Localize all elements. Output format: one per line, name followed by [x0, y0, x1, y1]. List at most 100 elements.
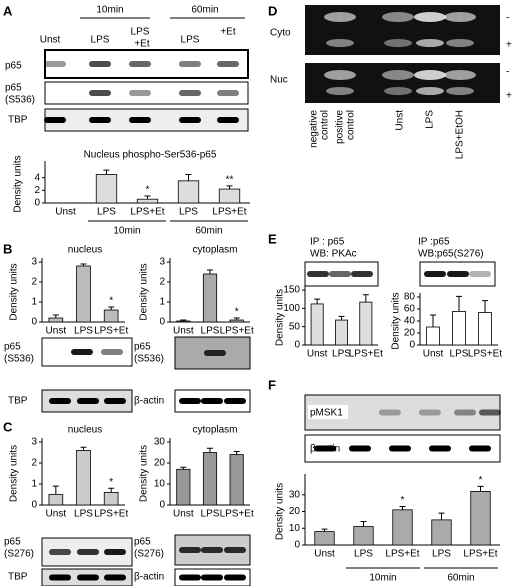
blot-note: IP :p65 — [418, 237, 450, 248]
chart-title: cytoplasm — [192, 245, 237, 256]
x-tick-label: LPS — [332, 349, 351, 360]
error-bar — [233, 317, 240, 320]
y-tick-label: 3 — [31, 257, 37, 268]
bar — [426, 326, 440, 346]
bar — [335, 319, 348, 346]
lane-label: control — [320, 110, 331, 140]
y-axis-label: Density units — [275, 483, 286, 540]
x-tick-label: LPS — [201, 509, 220, 520]
band — [419, 409, 441, 416]
chart-title: nucleus — [68, 245, 102, 256]
bar — [103, 309, 119, 323]
blot-label: (S276) — [134, 549, 164, 560]
band — [179, 574, 201, 581]
blot-label: p65 — [134, 342, 151, 353]
blot-label: (S276) — [4, 549, 34, 560]
y-tick-label: 0 — [31, 317, 37, 328]
y-tick-label: 10 — [154, 479, 166, 490]
label-bg — [308, 405, 348, 419]
x-tick-label: LPS+Et — [349, 349, 383, 360]
bar — [176, 468, 191, 506]
band — [389, 445, 411, 452]
blot — [44, 81, 249, 105]
blot-label: p65 — [5, 83, 22, 94]
band — [329, 271, 351, 277]
band — [379, 409, 401, 416]
band — [349, 445, 371, 452]
sign: - — [506, 13, 509, 24]
x-tick-label: LPS — [74, 509, 93, 520]
band — [204, 350, 226, 356]
x-tick-label: LPS+Et — [212, 207, 246, 218]
y-tick-label: 10 — [289, 523, 301, 534]
band — [314, 445, 336, 452]
panel-letter: A — [3, 3, 13, 18]
bar — [478, 312, 492, 346]
gel-band — [324, 12, 356, 22]
significance: * — [235, 307, 239, 318]
x-tick-label: LPS+Et — [385, 549, 419, 560]
time-label: 60min — [191, 5, 218, 16]
x-tick-label: LPS+Et — [94, 326, 128, 337]
y-tick-label: 3 — [31, 437, 37, 448]
bar — [202, 273, 218, 323]
band — [44, 117, 66, 123]
blot-label: TBP — [8, 572, 28, 583]
band — [179, 90, 201, 96]
error-bar — [144, 195, 151, 200]
band — [469, 271, 491, 277]
row-label: Nuc — [270, 75, 288, 86]
chart-title: Nucleus phospho-Ser536-p65 — [84, 150, 217, 161]
blot-label: TBP — [8, 115, 28, 126]
x-tick-label: Unst — [173, 509, 194, 520]
band — [101, 349, 123, 355]
significance: * — [109, 477, 113, 488]
y-tick-label: 2 — [31, 277, 37, 288]
band — [201, 574, 223, 581]
bar — [353, 526, 374, 546]
bar — [452, 310, 466, 346]
row-label: Cyto — [270, 28, 291, 39]
band — [224, 398, 246, 404]
error-bar — [482, 300, 488, 313]
gel-band — [444, 70, 476, 80]
y-tick-label: 1 — [159, 297, 165, 308]
lane-label: Unst — [395, 110, 406, 131]
band — [89, 61, 111, 67]
panel-letter: B — [3, 241, 12, 256]
x-tick-label: LPS+Et — [220, 509, 254, 520]
band — [89, 117, 111, 123]
x-tick-label: LPS+Et — [463, 549, 497, 560]
band — [424, 271, 446, 277]
band — [447, 271, 469, 277]
band — [104, 574, 126, 581]
y-tick-label: 0 — [34, 198, 40, 209]
gel-band — [414, 70, 446, 80]
y-axis-label: Density units — [9, 445, 20, 502]
error-bar — [52, 314, 59, 318]
blot-label: (S536) — [4, 354, 34, 365]
gel-band — [416, 39, 444, 47]
x-tick-label: LPS+Et — [130, 207, 164, 218]
band — [71, 349, 93, 355]
y-tick-label: 3 — [159, 257, 165, 268]
lane-label: LPS+EtOH — [455, 110, 466, 159]
blot-note: WB:p65(S276) — [418, 249, 484, 260]
band — [217, 61, 239, 67]
y-tick-label: 30 — [289, 489, 301, 500]
bar — [229, 454, 244, 506]
error-bar — [185, 174, 192, 181]
x-tick-label: LPS — [432, 549, 451, 560]
band — [179, 61, 201, 67]
y-tick-label: 2 — [159, 277, 165, 288]
band — [49, 398, 71, 404]
y-tick-label: 20 — [289, 506, 301, 517]
x-tick-label: LPS — [74, 326, 93, 337]
chart-title: cytoplasm — [192, 425, 237, 436]
gel — [305, 63, 500, 103]
error-bar — [108, 487, 115, 493]
panel-letter: F — [268, 377, 276, 392]
blot-label: TBP — [8, 396, 28, 407]
bar — [392, 509, 413, 546]
